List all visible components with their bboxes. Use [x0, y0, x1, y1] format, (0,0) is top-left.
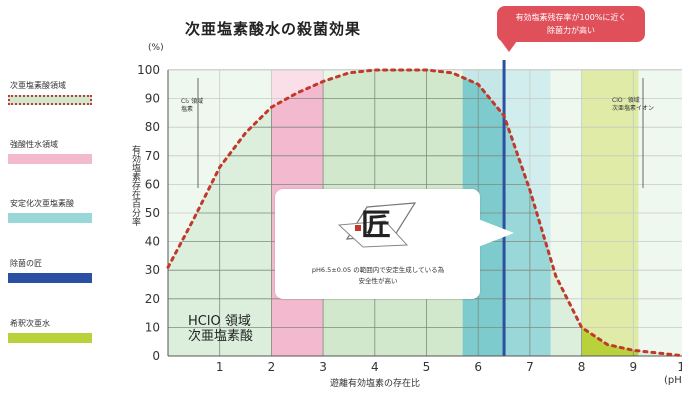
y-tick-60: 60 — [145, 177, 160, 191]
x-tick-10: 10 — [677, 360, 682, 374]
clo-zone-line1: ClO⁻ 領域 — [612, 97, 640, 104]
y-tick-10: 10 — [145, 320, 160, 334]
x-unit-label: (pH) — [664, 375, 682, 386]
cl2-zone-label: Cl₂ 領域 塩素 — [181, 98, 203, 114]
legend-swatch-takumi — [8, 273, 92, 283]
y-tick-50: 50 — [145, 206, 160, 220]
legend-label-diluted: 希釈次亜水 — [10, 319, 50, 328]
y-tick-0: 0 — [152, 349, 160, 363]
brand-logo-icon: 匠 — [337, 202, 417, 248]
top-callout-line2: 除菌力が高い — [547, 26, 595, 35]
y-tick-70: 70 — [145, 149, 160, 163]
x-axis-label: 遊離有効塩素の存在比 — [330, 379, 421, 389]
y-tick-80: 80 — [145, 120, 160, 134]
y-tick-90: 90 — [145, 92, 160, 106]
info-line1: pH6.5±0.05 の範囲内で安定生成している為 — [311, 266, 445, 274]
x-tick-7: 7 — [526, 360, 534, 374]
y-tick-30: 30 — [145, 263, 160, 277]
clo-zone-label: ClO⁻ 領域 次亜塩素イオン — [612, 97, 654, 113]
x-tick-6: 6 — [474, 360, 482, 374]
y-unit-label: (%) — [148, 43, 164, 53]
x-tick-9: 9 — [629, 360, 637, 374]
legend-swatch-diluted — [8, 333, 92, 343]
y-axis-label: 有効塩素存在百分率 — [130, 145, 140, 226]
legend-swatch-hclo — [8, 95, 92, 105]
legend-label-strong-acid: 強酸性水領域 — [10, 140, 58, 149]
legend-label-hclo: 次亜塩素酸領域 — [10, 81, 66, 90]
hclo-zone-label: HClO 領域 次亜塩素酸 — [188, 314, 253, 344]
legend-swatch-strong-acid — [8, 154, 92, 164]
x-tick-5: 5 — [423, 360, 431, 374]
clo-zone-line2: 次亜塩素イオン — [612, 105, 655, 112]
legend-label-takumi: 除菌の匠 — [10, 259, 42, 268]
x-tick-3: 3 — [319, 360, 327, 374]
x-tick-8: 8 — [578, 360, 586, 374]
info-line2: 安全性が高い — [358, 277, 398, 285]
x-tick-1: 1 — [216, 360, 224, 374]
hclo-zone-line2: 次亜塩素酸 — [188, 329, 254, 344]
series-curve — [166, 68, 682, 358]
chart-title: 次亜塩素酸水の殺菌効果 — [185, 20, 362, 38]
area-above-curve — [168, 70, 682, 356]
info-callout: 匠 pH6.5±0.05 の範囲内で安定生成している為 安全性が高い — [275, 189, 514, 299]
cl2-zone-line2: 塩素 — [181, 106, 194, 113]
cl2-zone-line1: Cl₂ 領域 — [181, 98, 204, 105]
hclo-zone-line1: HClO 領域 — [188, 314, 251, 329]
legend-label-stabilized: 安定化次亜塩素酸 — [10, 199, 74, 208]
x-tick-4: 4 — [371, 360, 379, 374]
svg-text:匠: 匠 — [361, 208, 391, 243]
x-tick-2: 2 — [268, 360, 276, 374]
y-tick-100: 100 — [137, 63, 160, 77]
y-tick-20: 20 — [145, 292, 160, 306]
legend-swatch-stabilized — [8, 213, 92, 223]
y-tick-40: 40 — [145, 235, 160, 249]
top-callout: 有効塩素残存率が100%に近く 除菌力が高い — [497, 6, 645, 52]
top-callout-line1: 有効塩素残存率が100%に近く — [515, 13, 627, 22]
